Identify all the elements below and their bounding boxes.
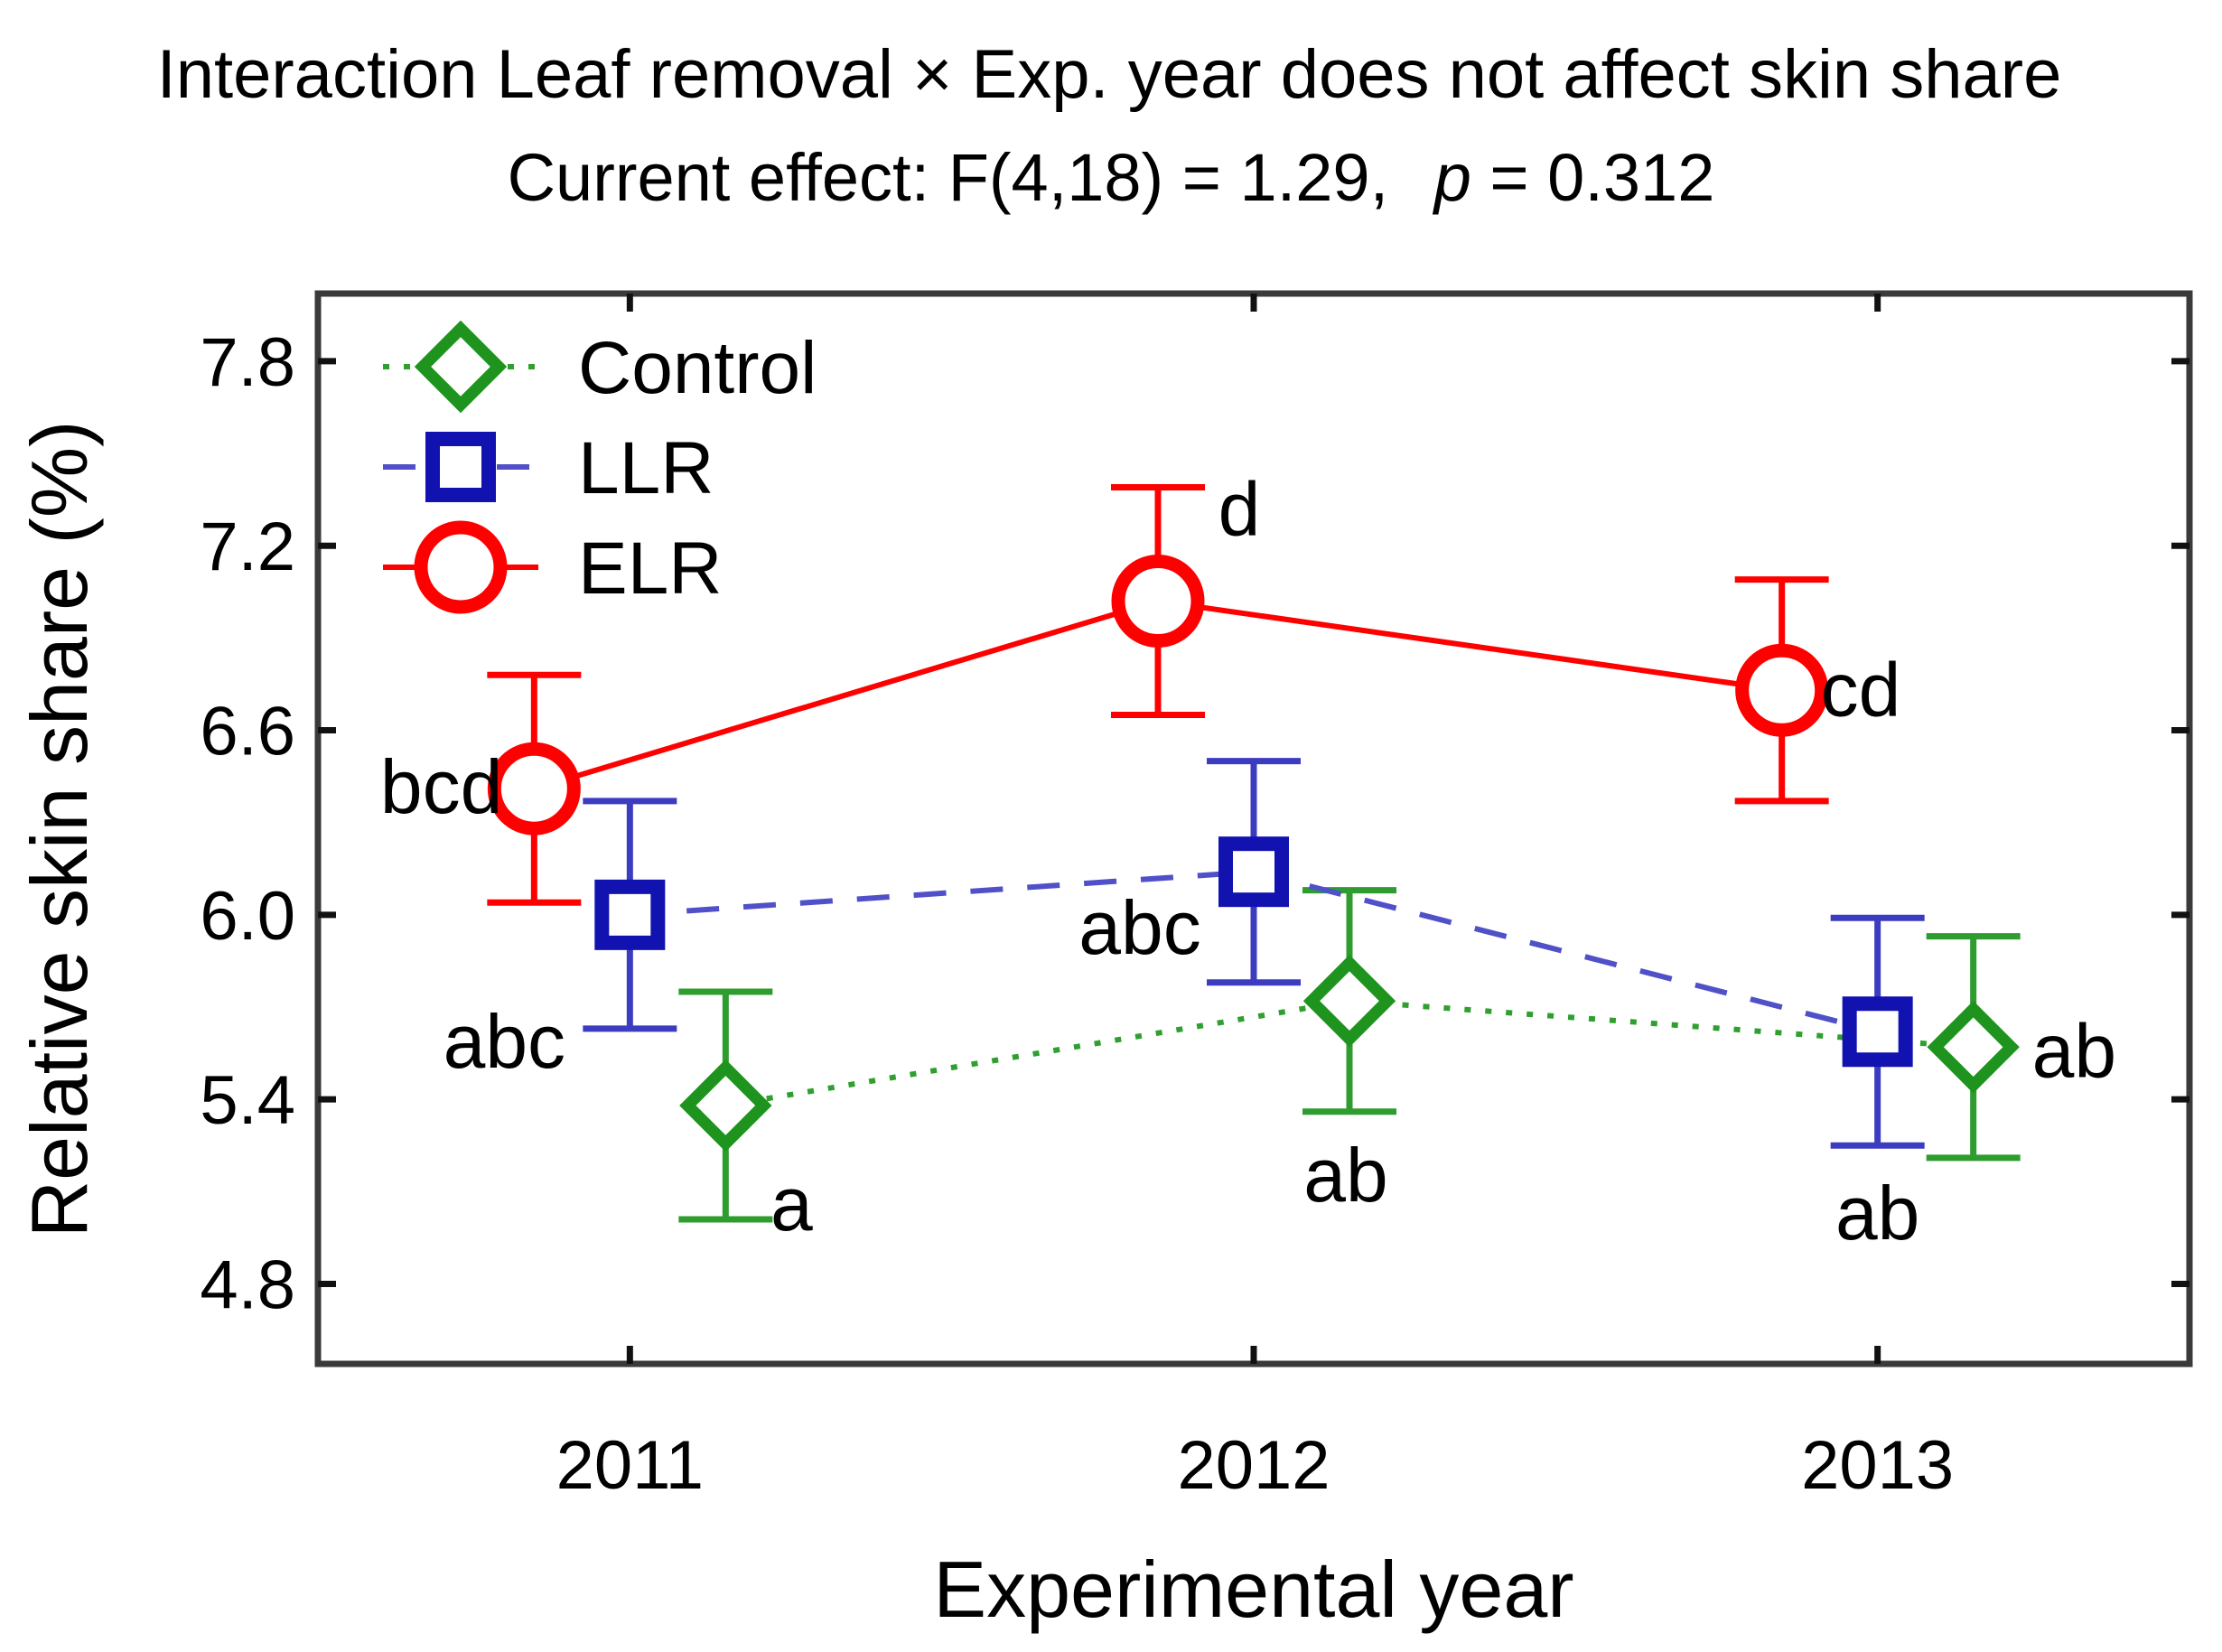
sig-letter-LLR-2013: ab [1835,1171,1919,1255]
y-tick-label: 7.2 [200,509,295,585]
chart-title: Interaction Leaf removal × Exp. year doe… [157,36,2062,113]
x-axis-label: Experimental year [933,1545,1573,1634]
legend-marker-circle [414,520,508,614]
series-ELR [487,484,1829,906]
marker-diamond-Control-2013 [1927,1001,2020,1094]
marker-circle-ELR-2012 [1111,555,1205,649]
sig-letter-Control-2011: a [770,1162,813,1246]
chart-subtitle: Current effect: F(4,18) = 1.29, p = 0.31… [508,140,1715,215]
x-tick-label: 2011 [556,1427,704,1504]
chart-subtitle-p: p [1433,140,1471,215]
marker-circle-ELR-2013 [1735,643,1829,737]
legend-label-Control: Control [578,327,817,409]
legend-item-Control: Control [383,320,817,414]
chart-subtitle-suffix: = 0.312 [1489,140,1714,215]
marker-diamond-Control-2011 [679,1059,772,1153]
sig-letter-Control-2012: ab [1303,1133,1387,1218]
series-line-Control [724,998,1974,1108]
legend-item-ELR: ELR [383,520,723,614]
legend-label-ELR: ELR [578,527,723,610]
series-Control [678,887,2021,1223]
axis-ticks: 7.8 7.2 6.6 6.0 5.4 4.8 2011 2012 2013 [200,294,2189,1504]
y-tick-label: 6.0 [200,878,295,955]
significance-labels: bcd abc a d abc ab cd ab ab [380,467,2116,1256]
sig-letter-LLR-2012: abc [1078,885,1200,970]
marker-circle-ELR-2011 [487,742,581,835]
y-axis-label: Relative skin share (%) [14,421,104,1238]
y-tick-label: 7.8 [200,324,295,401]
legend-label-LLR: LLR [578,427,714,509]
marker-square-LLR-2011 [594,879,666,950]
x-tick-label: 2012 [1177,1427,1330,1504]
sig-letter-LLR-2011: abc [443,999,565,1084]
y-tick-label: 6.6 [200,694,295,770]
sig-letter-Control-2013: ab [2032,1008,2116,1093]
x-tick-label: 2013 [1801,1427,1954,1504]
series-line-LLR [630,869,1879,1035]
sig-letter-ELR-2013: cd [1821,647,1901,732]
series-LLR [583,758,1925,1149]
legend-marker-square [425,432,496,502]
marker-diamond-Control-2012 [1302,954,1396,1048]
marker-square-LLR-2012 [1218,836,1289,908]
legend-item-LLR: LLR [383,427,714,509]
chart-subtitle-prefix: Current effect: F(4,18) = 1.29, [508,140,1389,215]
y-tick-label: 5.4 [200,1062,295,1139]
legend-marker-diamond [414,320,508,414]
sig-letter-ELR-2012: d [1218,467,1261,552]
marker-square-LLR-2013 [1842,996,1913,1068]
legend: Control LLR ELR [383,320,817,614]
y-tick-label: 4.8 [200,1246,295,1323]
series-layer [487,484,2021,1223]
sig-letter-ELR-2011: bcd [380,744,502,829]
